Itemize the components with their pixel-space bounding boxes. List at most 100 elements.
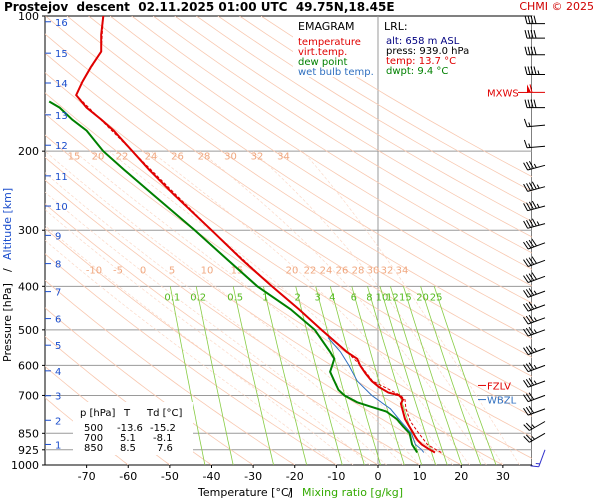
- x-axis-title-separator: /: [288, 486, 292, 499]
- barb-full: [525, 315, 532, 324]
- barb-half: [537, 70, 540, 75]
- barb-pennant: [527, 84, 531, 93]
- barb-full: [523, 380, 529, 388]
- barb-staff: [527, 124, 546, 128]
- moist-adiabat-label: 28: [352, 266, 365, 277]
- dry-adiabat: [45, 203, 420, 465]
- dry-adiabat: [45, 253, 337, 465]
- wind-barb: [523, 314, 546, 325]
- barb-staff: [527, 317, 546, 325]
- temperature-tick-label: 20: [454, 470, 468, 483]
- barb-full: [523, 118, 528, 127]
- dry-adiabat: [45, 279, 295, 465]
- barb-full: [528, 405, 535, 414]
- moist-adiabat: [45, 150, 420, 465]
- moist-adiabat: [199, 150, 487, 465]
- wind-barb: [523, 301, 546, 312]
- barb-full: [523, 394, 529, 402]
- pressure-tick-label: 850: [18, 427, 39, 440]
- legend: EMAGRAM temperature virt.temp. dew point…: [293, 17, 374, 78]
- level-markers: MXWS FZLV WBZL: [478, 88, 528, 407]
- moist-adiabat-label: 15: [231, 266, 244, 277]
- pressure-tick-label: 400: [18, 280, 39, 293]
- dry-adiabat: [66, 16, 532, 322]
- dry-adiabat-label: 24: [145, 152, 158, 163]
- legend-box: [293, 17, 373, 77]
- barb-full: [530, 99, 534, 108]
- barb-full: [526, 161, 531, 170]
- barb-staff: [527, 304, 546, 312]
- table-cell: -15.2: [150, 423, 176, 434]
- barb-full: [528, 314, 535, 323]
- dry-adiabat-label: 32: [251, 152, 264, 163]
- table-cell: -8.1: [153, 433, 173, 444]
- y-axis-title-separator: /: [1, 268, 14, 272]
- moist-adiabat-label: 24: [320, 266, 333, 277]
- series-layer: [48, 16, 442, 454]
- altitude-tick-label: 6: [55, 315, 61, 326]
- wind-barb: [524, 29, 545, 39]
- mixing-ratio-line: [263, 286, 308, 465]
- moist-adiabat-label: 34: [396, 266, 409, 277]
- dry-adiabat: [131, 16, 532, 270]
- dry-adiabat: [109, 16, 532, 287]
- barb-full: [524, 66, 528, 75]
- barb-full: [528, 201, 534, 210]
- barb-full: [528, 392, 535, 400]
- lrl-pressure: press: 939.0 hPa: [386, 46, 469, 57]
- pressure-tick-label: 200: [18, 145, 39, 158]
- barb-full: [523, 290, 529, 298]
- moist-adiabat-label: -5: [113, 266, 123, 277]
- dry-adiabat: [45, 16, 532, 340]
- dry-adiabat-label: 30: [224, 152, 237, 163]
- barb-half: [533, 380, 537, 385]
- altitude-tick-label: 10: [55, 202, 68, 213]
- mixing-ratio-label: 8: [366, 292, 372, 303]
- barb-full: [525, 346, 532, 354]
- temperature-tick-label: -30: [244, 470, 262, 483]
- barb-half: [533, 364, 537, 369]
- barb-full: [525, 240, 532, 249]
- barb-full: [527, 46, 531, 55]
- pressure-tick-label: 1000: [11, 459, 39, 472]
- pressure-tick-label: 100: [18, 10, 39, 23]
- barb-full: [525, 302, 532, 311]
- page-title: Prostejov descent 02.11.2025 01:00 UTC 4…: [4, 0, 395, 14]
- profile-virt-temp: [75, 16, 442, 453]
- moist-adiabat-label: 30: [367, 266, 380, 277]
- barb-full: [533, 66, 537, 75]
- table-cell: 700: [84, 433, 103, 444]
- barb-full: [523, 424, 530, 431]
- table-cell: 850: [84, 443, 103, 454]
- plot-area: [44, 15, 533, 466]
- wind-barb: [523, 362, 546, 373]
- barb-full: [528, 239, 535, 248]
- wind-barb: [523, 345, 546, 356]
- barb-half: [533, 290, 537, 295]
- pressure-tick-label: 700: [18, 389, 39, 402]
- x-axis-title-mixing: Mixing ratio [g/kg]: [302, 486, 403, 499]
- mixing-ratio-label: 0.2: [190, 292, 206, 303]
- barb-full: [523, 436, 530, 443]
- dry-adiabat: [45, 307, 254, 465]
- mixing-ratio-line: [295, 286, 343, 465]
- pressure-tick-label: 500: [18, 324, 39, 337]
- dry-adiabat-grid: [45, 16, 532, 465]
- mixing-ratio-label: 10: [376, 292, 389, 303]
- barb-full: [523, 183, 529, 192]
- lrl-temperature: temp: 13.7 °C: [386, 56, 456, 67]
- moist-adiabat: [45, 191, 387, 465]
- barb-full: [528, 301, 535, 310]
- wind-barb: [523, 218, 546, 229]
- barb-full: [525, 258, 532, 266]
- dry-adiabat: [45, 33, 532, 358]
- dry-adiabat: [196, 16, 532, 222]
- barb-half: [531, 424, 535, 428]
- barb-full: [533, 15, 537, 24]
- table-cell: 500: [84, 423, 103, 434]
- mixing-ratio-grid: [169, 286, 497, 465]
- barb-full: [523, 316, 529, 325]
- wind-barb: [523, 256, 546, 267]
- barb-full: [524, 15, 528, 24]
